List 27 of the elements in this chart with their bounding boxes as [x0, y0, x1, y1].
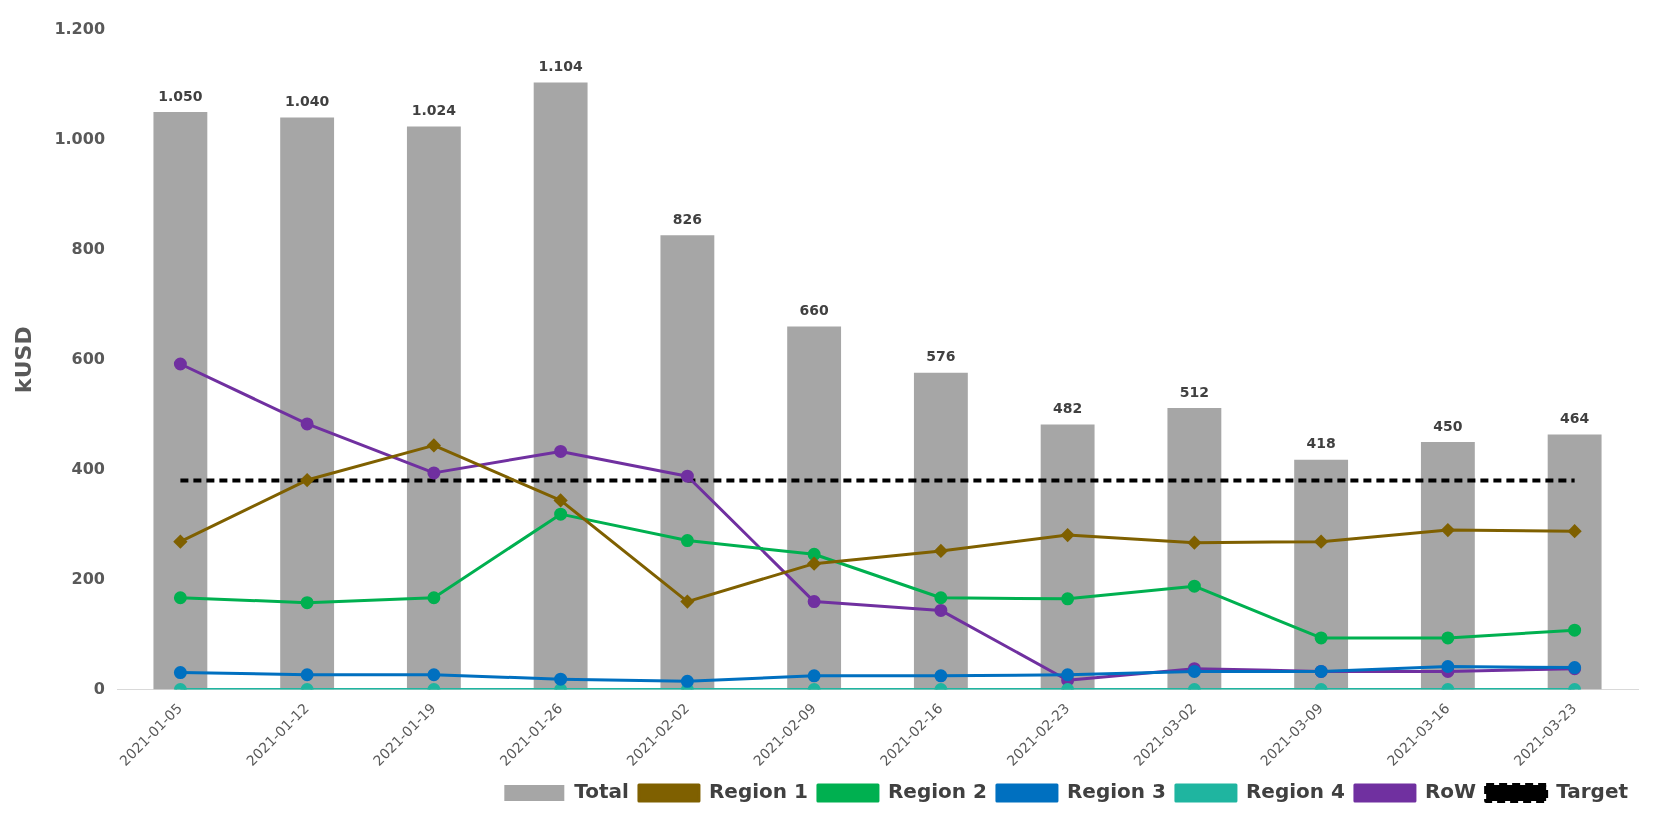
y-axis-title: kUSD: [10, 326, 36, 393]
y-tick-label: 200: [71, 568, 106, 588]
legend-label: Region 2: [887, 779, 987, 804]
data-label: 1.104: [538, 58, 584, 75]
y-tick-label: 0: [93, 678, 106, 698]
legend-label: Region 1: [708, 779, 808, 804]
data-label: 1.024: [411, 102, 457, 119]
data-label: 1.040: [284, 93, 330, 110]
data-label: 576: [926, 348, 956, 365]
legend-label: Target: [1556, 779, 1629, 804]
y-tick-label: 400: [71, 458, 106, 478]
data-label: 826: [672, 210, 702, 227]
data-label: 482: [1053, 400, 1083, 417]
data-label: 418: [1306, 435, 1336, 452]
data-label: 512: [1179, 383, 1209, 400]
y-tick-label: 1.000: [54, 128, 106, 148]
legend-label: Region 4: [1245, 779, 1345, 804]
data-label: 450: [1433, 417, 1463, 434]
legend-label: Total: [574, 779, 629, 804]
data-label: 464: [1560, 410, 1590, 427]
y-tick-label: 600: [71, 348, 106, 368]
y-tick-label: 1.200: [54, 18, 106, 38]
legend-label: Region 3: [1066, 779, 1166, 804]
data-label: 660: [799, 302, 829, 319]
legend-label: RoW: [1424, 779, 1477, 804]
data-label: 1.050: [158, 87, 203, 104]
y-tick-label: 800: [71, 238, 106, 258]
